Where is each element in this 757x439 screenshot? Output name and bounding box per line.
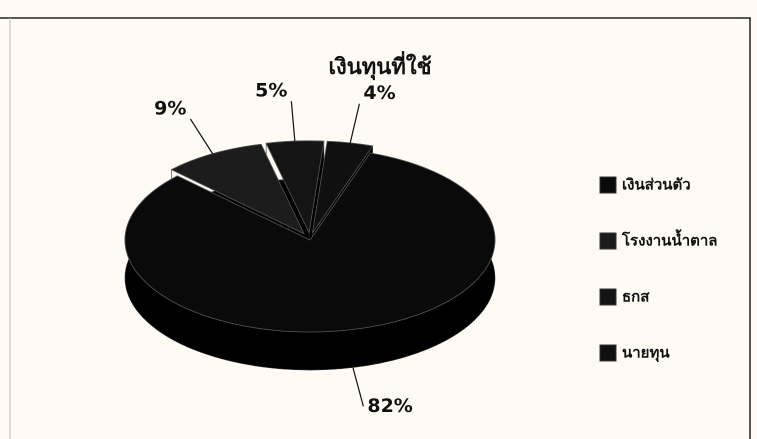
- pie-slice: [265, 140, 325, 235]
- legend-swatch: [599, 344, 617, 362]
- pie-slice: [124, 152, 496, 333]
- leader-line: [352, 367, 364, 407]
- legend-label: เงินส่วนตัว: [622, 176, 691, 194]
- legend-swatch: [599, 232, 617, 250]
- legend-swatch: [599, 288, 617, 306]
- data-label: 5%: [255, 80, 287, 102]
- chart-border: [0, 17, 751, 439]
- legend-label: นายทุน: [622, 344, 670, 363]
- chart-title: เงินทุนที่ใช้: [328, 50, 431, 81]
- legend-label: ธกส: [622, 288, 650, 306]
- pie-slice: [312, 140, 374, 234]
- legend-label: โรงงานน้ำตาล: [621, 229, 717, 250]
- leader-line: [290, 101, 296, 142]
- leader-line: [349, 103, 361, 144]
- data-label: 9%: [154, 97, 186, 119]
- leader-line: [189, 118, 214, 155]
- data-label: 4%: [363, 82, 395, 104]
- data-label: 82%: [367, 395, 412, 417]
- legend-swatch: [599, 176, 617, 194]
